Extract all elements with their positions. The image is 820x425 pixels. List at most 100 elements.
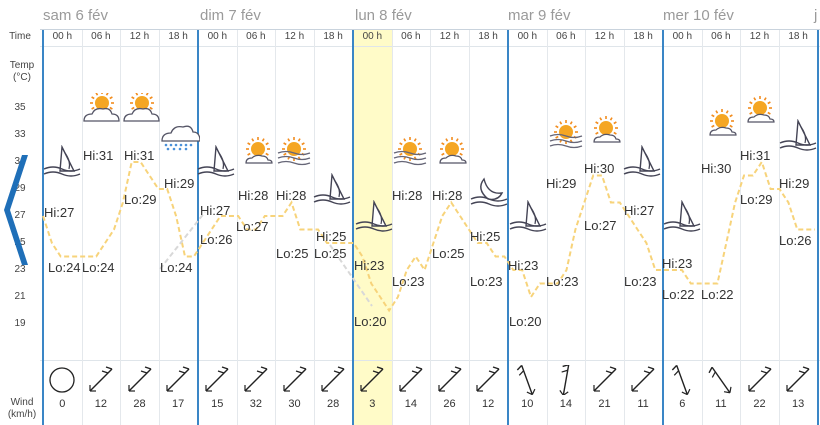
sun-cloud-icon xyxy=(747,96,775,123)
hour-label: 00 h xyxy=(207,31,228,42)
wind-barb-icon xyxy=(592,366,616,392)
hour-label: 00 h xyxy=(362,31,383,42)
hour-label: 18 h xyxy=(633,31,653,42)
hour-label: 06 h xyxy=(246,31,266,42)
sun-fog-icon xyxy=(393,137,427,166)
hour-label: 18 h xyxy=(478,31,498,42)
wind-speed-value: 12 xyxy=(94,398,108,410)
wind-barb-icon xyxy=(672,365,691,395)
wind-speed-value: 15 xyxy=(211,398,224,410)
sun-fog-icon xyxy=(277,137,311,166)
sun-cloud-icon xyxy=(709,109,737,136)
hour-label: 00 h xyxy=(672,31,693,42)
temp-low-label: Lo:23 xyxy=(546,274,579,289)
y-tick: 27 xyxy=(14,210,26,221)
calm-wind-icon xyxy=(49,367,75,393)
day-divider xyxy=(42,30,44,425)
wind-row-label: Wind (km/h) xyxy=(7,397,37,420)
temp-high-label: Hi:27 xyxy=(624,203,655,218)
partly-cloudy-icon xyxy=(123,93,160,122)
hour-gridline xyxy=(623,30,625,425)
night-cloudy-icon xyxy=(43,145,81,177)
wind-row-divider xyxy=(40,360,820,361)
temp-high-label: Hi:29 xyxy=(779,176,810,191)
hour-label: 06 h xyxy=(556,31,576,42)
temp-low-label: Lo:23 xyxy=(624,274,657,289)
wind-speed-value: 11 xyxy=(715,398,727,410)
header-divider xyxy=(40,29,820,30)
day-label-1: sam 6 fév xyxy=(43,7,109,24)
wind-barb-icon xyxy=(166,366,190,392)
wind-barb-icon xyxy=(360,366,384,392)
wind-barb-icon xyxy=(321,366,345,392)
wind-speed-value: 28 xyxy=(133,398,146,410)
hour-label: 18 h xyxy=(788,31,808,42)
temp-low-label: Lo:24 xyxy=(48,260,81,275)
hour-gridline xyxy=(158,30,160,425)
night-cloudy-icon xyxy=(623,145,661,177)
night-cloudy-icon xyxy=(779,119,817,151)
wind-barb-icon xyxy=(517,365,536,395)
wind-speed-value: 6 xyxy=(679,398,686,410)
temp-low-label: Lo:25 xyxy=(314,246,347,261)
hour-gridline xyxy=(120,30,122,425)
rain-cloud-icon xyxy=(161,125,200,151)
temp-low-label: Lo:25 xyxy=(432,246,465,261)
y-tick: 19 xyxy=(14,318,26,329)
hour-gridline xyxy=(740,30,742,425)
wind-speed-value: 26 xyxy=(443,398,456,410)
wind-speed-value: 28 xyxy=(326,398,340,410)
y-tick: 21 xyxy=(14,291,26,302)
temp-high-label: Hi:23 xyxy=(354,258,385,273)
wind-barb-icon xyxy=(708,366,732,394)
wind-speed-value: 30 xyxy=(288,398,301,410)
hour-label: 00 h xyxy=(517,31,538,42)
wind-speed-value: 14 xyxy=(559,398,573,410)
hour-label: 06 h xyxy=(91,31,111,42)
temp-high-label: Hi:27 xyxy=(44,205,75,220)
sun-cloud-icon xyxy=(439,137,467,164)
wind-barb-icon xyxy=(89,366,113,392)
hour-label: 18 h xyxy=(323,31,343,42)
wind-speed-value: 11 xyxy=(637,398,649,410)
temp-high-label: Hi:31 xyxy=(83,148,114,163)
temp-high-label: Hi:27 xyxy=(200,203,231,218)
night-cloudy-icon xyxy=(509,200,547,232)
y-tick: 33 xyxy=(14,129,26,140)
temp-high-label: Hi:29 xyxy=(164,176,195,191)
wind-speed-value: 14 xyxy=(404,398,418,410)
night-cloudy-icon xyxy=(197,145,235,177)
previous-page-button[interactable] xyxy=(2,155,28,265)
temp-low-label: Lo:23 xyxy=(470,274,503,289)
wind-barb-icon xyxy=(559,365,570,395)
hour-gridline xyxy=(778,30,780,425)
hour-label: 12 h xyxy=(749,31,770,42)
wind-barb-icon xyxy=(631,366,655,392)
chevron-left-icon xyxy=(4,155,28,265)
wind-speed-value: 22 xyxy=(753,398,766,410)
partly-cloudy-icon xyxy=(83,93,120,122)
temp-high-label: Hi:23 xyxy=(508,258,539,273)
temp-high-label: Hi:29 xyxy=(546,176,577,191)
temp-high-label: Hi:28 xyxy=(392,188,423,203)
temp-low-label: Lo:27 xyxy=(236,219,269,234)
temp-row-label: Temp (°C) xyxy=(9,60,35,83)
hour-label: 18 h xyxy=(168,31,188,42)
temp-low-label: Lo:26 xyxy=(200,232,233,247)
day-label-4: mar 9 fév xyxy=(508,7,571,24)
temp-high-label: Hi:28 xyxy=(276,188,307,203)
wind-speed-value: 17 xyxy=(171,398,185,410)
sun-cloud-icon xyxy=(593,116,621,143)
hour-label: 00 h xyxy=(52,31,73,42)
wind-barb-icon xyxy=(127,366,151,392)
hour-label: 12 h xyxy=(284,31,305,42)
night-clear-icon xyxy=(470,177,508,207)
temp-low-label: Lo:20 xyxy=(354,314,387,329)
temp-low-label: Lo:25 xyxy=(276,246,309,261)
day-label-5: mer 10 fév xyxy=(663,7,734,24)
wind-speed-value: 10 xyxy=(521,398,534,410)
hour-gridline xyxy=(275,30,277,425)
day-label-3: lun 8 fév xyxy=(355,7,412,24)
day-divider xyxy=(197,30,199,425)
temp-low-label: Lo:22 xyxy=(701,287,734,302)
